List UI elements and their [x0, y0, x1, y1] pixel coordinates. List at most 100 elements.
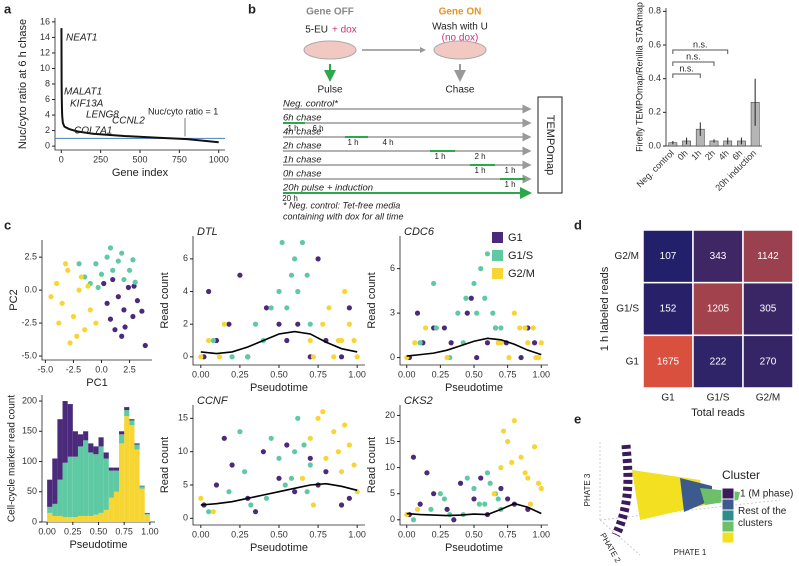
point [131, 283, 137, 289]
hist-bar [108, 497, 114, 522]
point [237, 429, 243, 435]
y-tick-label: 5 [183, 479, 188, 489]
point [351, 462, 357, 468]
cell-value: 270 [760, 356, 777, 367]
x-tick-label: 0.00 [398, 369, 416, 379]
point [437, 491, 443, 497]
y-axis-label: Read count [159, 437, 171, 493]
legend-swatch [721, 509, 735, 522]
point [112, 327, 118, 333]
point [498, 485, 504, 492]
point [417, 501, 423, 507]
y-tick-label: 0.8 [648, 6, 661, 16]
point [206, 337, 212, 344]
point [522, 470, 528, 476]
x-tick-label: 2.5 [123, 364, 136, 374]
y-axis-label: Read count [159, 272, 171, 328]
point [335, 449, 342, 455]
point [307, 462, 313, 468]
point [93, 320, 99, 326]
point [276, 288, 282, 295]
point [331, 429, 337, 435]
heat-cell [742, 281, 794, 337]
point [125, 284, 132, 291]
axis [399, 405, 548, 526]
hist-bar [144, 512, 150, 514]
point [482, 295, 488, 301]
hist-bar [129, 419, 135, 421]
legend-swatch [721, 520, 735, 533]
y-tick-label: -2.5 [21, 317, 37, 327]
point [252, 321, 259, 327]
point [226, 321, 232, 327]
hist-bar [124, 416, 130, 522]
y-tick-label: 0 [183, 513, 188, 523]
point [307, 435, 313, 441]
heat-cell [642, 334, 694, 389]
legend-label: 1 (M phase) [740, 489, 793, 500]
point [284, 305, 290, 311]
point [87, 307, 93, 313]
hist-bar [62, 401, 68, 463]
x-tick-label: 2h [703, 148, 717, 162]
point [78, 274, 84, 280]
row-label: 4h chase [283, 127, 322, 138]
y-tick-label: 12 [40, 47, 50, 57]
axis [54, 18, 225, 151]
point [331, 354, 337, 360]
point [242, 469, 248, 475]
point [320, 409, 326, 415]
chart-title: DTL [197, 226, 218, 238]
point [229, 354, 235, 360]
point [260, 449, 266, 455]
reference-label: Nuc/cyto ratio = 1 [148, 106, 218, 116]
x-tick-label: 0.00 [192, 369, 210, 379]
point [535, 354, 542, 361]
heat-cell [642, 229, 694, 284]
hist-bar [67, 456, 73, 518]
point [495, 496, 501, 502]
hist-bar [52, 503, 58, 516]
x-tick-label: 250 [93, 154, 108, 164]
y-tick-label: 6 [45, 94, 50, 104]
point [210, 509, 216, 515]
point [206, 288, 212, 295]
label: + dox [332, 25, 357, 36]
point [346, 495, 352, 501]
hist-bar [129, 425, 135, 522]
x-tick-label: 500 [132, 154, 147, 164]
significance: n.s. [686, 51, 701, 61]
x-tick-label: G1 [661, 393, 675, 404]
y-tick-label: 50 [27, 486, 37, 496]
point [307, 455, 313, 461]
hist-bar [134, 449, 140, 522]
point [107, 245, 114, 251]
point [110, 276, 116, 283]
legend-swatch [721, 498, 735, 511]
y-axis-label: Firefly TEMPOmap/Renilla STARmap [634, 2, 644, 152]
point [424, 470, 430, 476]
y-tick-label: 0.4 [648, 73, 661, 83]
legend-label: G1 [508, 232, 523, 244]
point [263, 495, 270, 501]
y-tick-label: 3 [390, 307, 395, 317]
panel-label: e [574, 411, 581, 426]
hist-bar [47, 479, 53, 507]
x-tick-label: 0.75 [499, 529, 517, 539]
point [463, 295, 469, 301]
point [104, 300, 110, 306]
y-tick-label: 5 [390, 488, 395, 498]
hist-bar [83, 515, 89, 522]
hist-bar [119, 443, 125, 522]
point [284, 442, 290, 448]
axis-label: PHATE 3 [583, 473, 592, 506]
point [414, 310, 421, 316]
time-label: 1 h [474, 166, 485, 175]
point [433, 325, 439, 331]
point [410, 454, 417, 460]
point [132, 279, 138, 285]
y-tick-label: 10 [40, 63, 50, 73]
y-tick-label: 15 [178, 413, 188, 423]
point [412, 340, 418, 346]
heat-cell [692, 334, 744, 389]
